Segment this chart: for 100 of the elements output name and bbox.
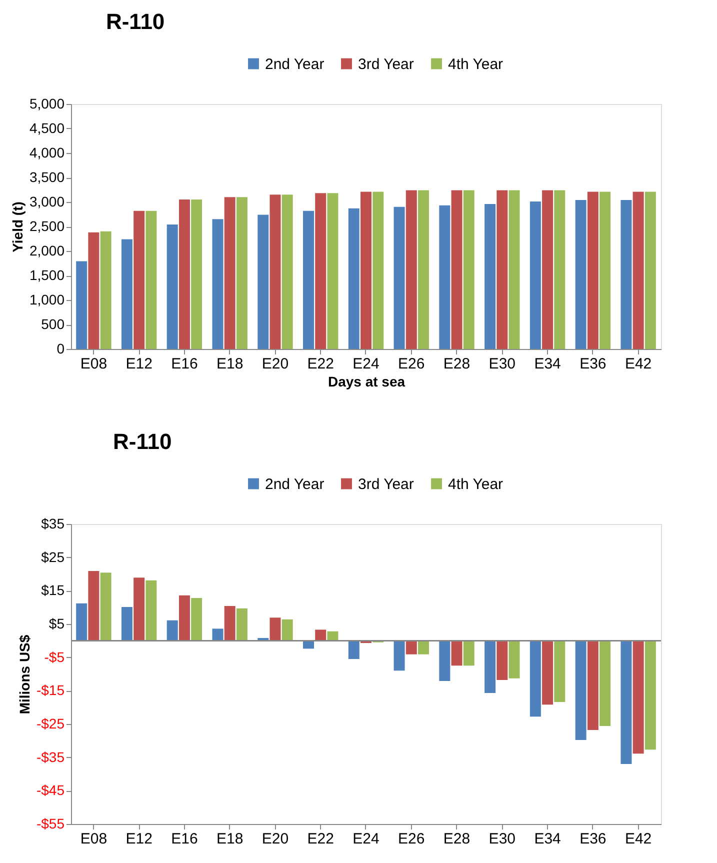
- bar: [134, 210, 145, 349]
- bar: [224, 197, 236, 349]
- x-tick-label: E08: [80, 356, 108, 372]
- bar: [166, 224, 178, 349]
- bar: [270, 618, 281, 641]
- x-tick-label: E12: [126, 356, 152, 372]
- bar: [530, 202, 541, 349]
- x-tick-label: E42: [624, 830, 652, 848]
- bar: [587, 192, 598, 349]
- x-tick-label: E16: [171, 830, 198, 848]
- bar: [418, 190, 429, 349]
- x-axis-title: Days at sea: [328, 374, 406, 390]
- bar: [620, 640, 632, 764]
- bar: [600, 192, 611, 349]
- bar: [644, 640, 656, 750]
- y-tick-label: -$45: [36, 782, 65, 798]
- chart-title: R-110: [106, 9, 165, 34]
- bar: [644, 192, 656, 349]
- y-axis-title: Milions US$: [16, 634, 32, 714]
- x-tick-label: E28: [443, 356, 470, 372]
- y-tick-label: 3,000: [29, 194, 65, 210]
- bar: [258, 214, 269, 349]
- y-tick-label: $5: [48, 616, 65, 632]
- x-tick-label: E20: [262, 830, 289, 848]
- x-tick-label: E30: [488, 356, 516, 372]
- bar: [146, 580, 157, 641]
- bar: [100, 572, 112, 641]
- x-tick-label: E34: [534, 356, 561, 372]
- bar: [282, 619, 293, 641]
- bar: [587, 640, 598, 730]
- x-tick-label: E30: [488, 830, 516, 848]
- bar: [191, 598, 202, 641]
- bar: [575, 200, 586, 349]
- y-tick-label: $15: [41, 582, 65, 598]
- bar: [88, 571, 100, 641]
- bar: [554, 190, 566, 349]
- bar: [484, 640, 496, 693]
- x-tick-label: E36: [580, 830, 606, 848]
- bar: [542, 640, 554, 705]
- bar: [315, 630, 326, 641]
- x-tick-label: E26: [398, 356, 425, 372]
- x-tick-label: E24: [352, 830, 380, 848]
- x-tick-label: E28: [443, 830, 470, 848]
- bar: [303, 640, 314, 649]
- bar: [439, 640, 450, 681]
- y-tick-label: $25: [41, 548, 65, 565]
- x-tick-label: E08: [80, 830, 108, 848]
- bar: [394, 640, 405, 671]
- bar: [530, 640, 541, 717]
- bar: [418, 640, 429, 654]
- y-axis-title: Yield (t): [9, 202, 26, 252]
- y-tick-label: -$35: [36, 748, 65, 765]
- bar: [327, 193, 338, 349]
- bar: [632, 640, 644, 754]
- y-tick-label: 2,000: [29, 242, 65, 258]
- bar: [303, 210, 314, 349]
- bar: [270, 194, 281, 349]
- bar: [348, 208, 360, 349]
- bar: [360, 192, 372, 349]
- y-tick-label: 5,000: [29, 96, 65, 112]
- bar: [451, 190, 462, 349]
- bar: [236, 197, 248, 349]
- bar: [76, 261, 88, 349]
- bar: [451, 640, 462, 666]
- bar: [121, 239, 132, 349]
- bar: [632, 192, 644, 349]
- bar: [439, 205, 450, 349]
- bar: [166, 620, 178, 641]
- bar: [88, 232, 100, 349]
- x-tick-label: E36: [580, 356, 606, 372]
- chart-title: R-110: [112, 429, 172, 454]
- bar: [348, 640, 360, 659]
- bar: [327, 631, 338, 641]
- x-tick-label: E42: [624, 356, 652, 372]
- bar: [554, 640, 566, 702]
- bar: [76, 603, 88, 641]
- bar: [406, 190, 417, 349]
- y-tick-label: 4,000: [29, 144, 65, 160]
- bar: [146, 210, 157, 349]
- bar: [100, 231, 112, 349]
- legend-label: 3rd Year: [358, 476, 414, 493]
- x-tick-label: E20: [262, 356, 289, 372]
- bar: [496, 190, 508, 349]
- bar: [134, 578, 145, 641]
- bar: [484, 204, 496, 349]
- bar: [508, 640, 520, 678]
- y-tick-label: 500: [41, 316, 65, 332]
- legend-label: 3rd Year: [358, 56, 414, 73]
- bar: [463, 640, 474, 666]
- x-tick-label: E18: [216, 830, 244, 848]
- y-tick-label: -$15: [36, 682, 65, 698]
- x-tick-label: E16: [171, 356, 198, 372]
- bar: [191, 200, 202, 349]
- bar: [282, 194, 293, 349]
- x-tick-label: E24: [352, 356, 380, 372]
- bar: [236, 608, 248, 641]
- bar: [212, 219, 224, 349]
- bar: [508, 190, 520, 349]
- bar: [178, 200, 190, 349]
- x-tick-label: E26: [398, 830, 425, 848]
